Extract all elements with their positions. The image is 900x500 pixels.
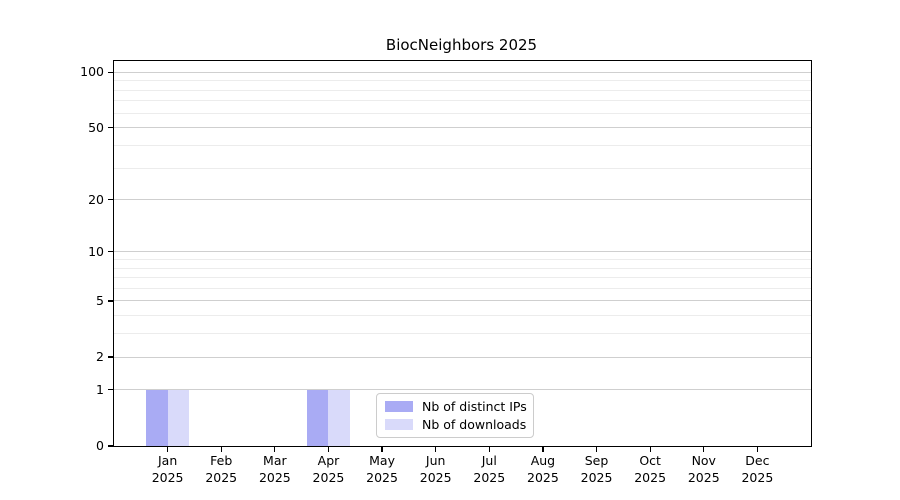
gridline (114, 333, 811, 335)
x-tick-label: Feb 2025 (205, 453, 238, 485)
gridline (114, 100, 811, 102)
x-tick-mark (381, 446, 383, 452)
gridline (114, 267, 811, 269)
gridline (114, 356, 811, 358)
legend-label-downloads: Nb of downloads (422, 417, 527, 432)
gridline (114, 89, 811, 91)
gridline (114, 259, 811, 261)
bar-downloads (328, 389, 350, 446)
x-tick-label: Jan 2025 (151, 453, 184, 485)
y-tick-label: 5 (96, 292, 104, 308)
x-tick-label: Jun 2025 (419, 453, 452, 485)
y-tick-label: 1 (96, 381, 104, 397)
gridline (114, 144, 811, 146)
y-tick-mark (108, 71, 114, 73)
legend-label-distinct-ips: Nb of distinct IPs (422, 399, 527, 414)
gridline (114, 300, 811, 302)
x-tick-mark (488, 446, 490, 452)
gridline (114, 277, 811, 279)
y-tick-label: 0 (96, 438, 104, 453)
x-tick-mark (595, 446, 598, 452)
x-tick-label: Apr 2025 (312, 453, 345, 485)
plot-area: 0 1 2 5 10 20 50 100 Jan 2025 Feb 2025 Mar 2025 Ap… (80, 60, 812, 485)
y-tick-label: 10 (88, 243, 104, 259)
legend-item-downloads: Nb of downloads (385, 417, 527, 432)
x-tick-mark (756, 446, 758, 452)
legend-item-distinct-ips: Nb of distinct IPs (385, 399, 527, 414)
gridline (114, 251, 811, 253)
y-tick-mark (108, 300, 114, 302)
gridline (114, 389, 811, 391)
x-tick-label: Oct 2025 (634, 453, 667, 485)
x-tick-label: Dec 2025 (741, 453, 774, 485)
x-tick-label: Mar 2025 (258, 453, 291, 485)
y-tick-mark (108, 127, 114, 129)
bar-distinct-ips (146, 389, 168, 446)
x-tick-label: Nov 2025 (687, 453, 720, 485)
x-tick-label: Jul 2025 (473, 453, 506, 485)
gridline (114, 167, 811, 169)
gridline (114, 315, 811, 317)
y-tick-label: 100 (80, 64, 104, 80)
y-tick-label: 2 (96, 349, 104, 365)
x-tick-mark (435, 446, 437, 452)
x-tick-mark (220, 446, 222, 452)
x-tick-mark (542, 446, 544, 452)
y-tick-mark (108, 198, 114, 201)
legend-swatch-distinct-ips (385, 401, 413, 412)
y-tick-mark (108, 445, 114, 447)
x-tick-mark (649, 446, 651, 452)
legend-swatch-downloads (385, 419, 413, 430)
x-tick-label: May 2025 (366, 453, 398, 485)
x-tick-mark (274, 446, 276, 452)
x-tick-mark (703, 446, 705, 452)
gridline (114, 71, 811, 73)
x-tick-mark (167, 446, 169, 452)
gridline (114, 287, 811, 289)
legend: Nb of distinct IPs Nb of downloads (376, 393, 534, 438)
y-tick-label: 20 (88, 191, 104, 207)
x-tick-label: Aug 2025 (527, 453, 559, 485)
y-tick-mark (108, 389, 114, 391)
x-tick-mark (327, 446, 330, 452)
gridline (114, 112, 811, 114)
bar-distinct-ips (307, 389, 329, 446)
gridline (114, 127, 811, 129)
y-tick-mark (108, 251, 114, 253)
x-tick-label: Sep 2025 (580, 453, 613, 485)
gridline (114, 199, 811, 201)
y-tick-label: 50 (88, 119, 104, 135)
bar-downloads (167, 389, 189, 446)
y-tick-mark (108, 356, 114, 358)
gridline (114, 80, 811, 82)
chart-title: BiocNeighbors 2025 (385, 36, 538, 54)
